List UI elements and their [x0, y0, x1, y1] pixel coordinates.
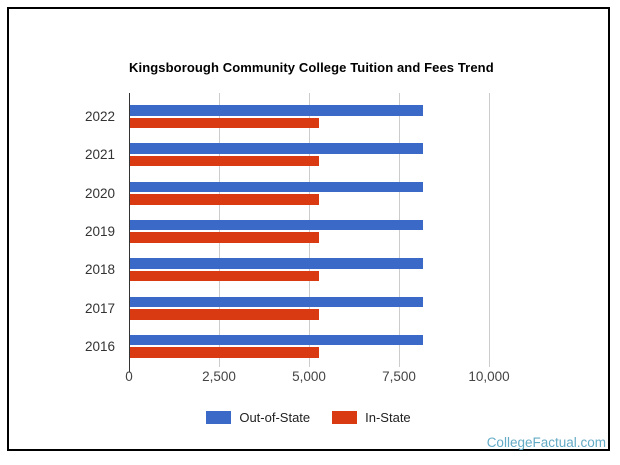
bar-in-state-2022[interactable] — [130, 117, 319, 128]
bar-out-of-state-2017[interactable] — [130, 296, 424, 308]
x-tick-label: 7,500 — [382, 369, 416, 384]
bar-in-state-2021[interactable] — [130, 155, 319, 167]
bar-out-of-state-2021[interactable] — [130, 143, 424, 154]
bar-out-of-state-2016[interactable] — [130, 334, 424, 346]
bar-in-state-2017[interactable] — [130, 309, 319, 320]
y-axis-label: 2022 — [84, 109, 115, 124]
y-axis-label: 2016 — [84, 338, 115, 354]
bar-in-state-2020[interactable] — [130, 194, 319, 205]
legend-item-in-state: In-State — [332, 410, 411, 425]
legend-swatch-in-state-icon — [332, 411, 358, 424]
y-axis-label: 2020 — [84, 185, 115, 201]
gridline — [489, 93, 490, 367]
bar-in-state-2018[interactable] — [130, 270, 319, 282]
chart-legend: Out-of-State In-State — [7, 410, 610, 425]
x-tick-label: 2,500 — [202, 369, 236, 384]
y-axis-label: 2018 — [84, 262, 115, 278]
chart-title: Kingsborough Community College Tuition a… — [129, 60, 494, 75]
y-axis-label: 2019 — [84, 223, 115, 239]
legend-label-in-state: In-State — [365, 410, 411, 425]
plot-area: 0 2,500 5,000 7,500 10,000 2022 2021 2020 2019 20… — [85, 93, 510, 384]
bar-out-of-state-2018[interactable] — [130, 258, 424, 269]
bar-out-of-state-2020[interactable] — [130, 181, 424, 193]
y-axis-label: 2017 — [84, 300, 115, 316]
legend-item-out-of-state: Out-of-State — [206, 410, 310, 425]
watermark-link[interactable]: CollegeFactual.com — [486, 435, 606, 450]
bar-in-state-2019[interactable] — [130, 232, 319, 243]
bar-out-of-state-2022[interactable] — [130, 105, 424, 116]
x-tick-label: 5,000 — [292, 369, 326, 384]
legend-label-out-of-state: Out-of-State — [239, 410, 311, 425]
x-tick-label: 10,000 — [468, 369, 510, 384]
legend-swatch-out-of-state-icon — [206, 411, 232, 424]
x-tick-label: 0 — [125, 369, 133, 384]
y-axis-label: 2021 — [84, 147, 115, 163]
bar-in-state-2016[interactable] — [130, 347, 319, 358]
y-axis-line — [129, 93, 130, 372]
bar-out-of-state-2019[interactable] — [130, 219, 424, 231]
